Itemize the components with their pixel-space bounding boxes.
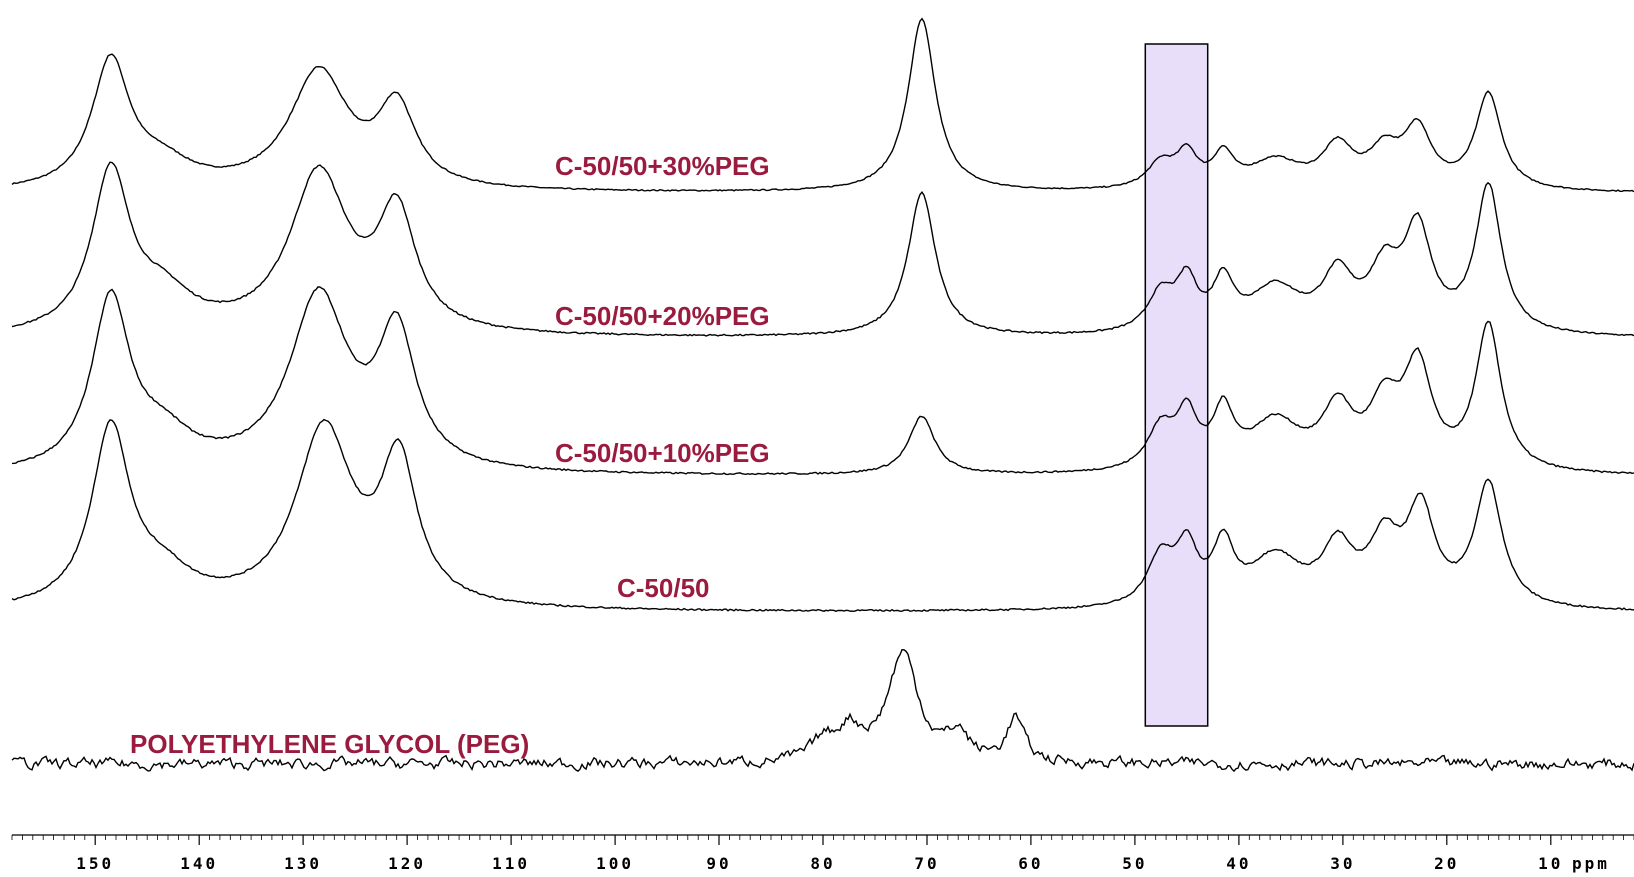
label-c5050-30peg: C-50/50+30%PEG [555,151,770,181]
spectrum-trace-2 [11,286,1634,476]
x-axis: 150 140 130 120 110 100 90 80 70 60 50 40 30 20 10 [11,834,1634,873]
x-tick-label: 30 [1330,854,1355,873]
spectrum-trace-4 [11,648,1634,773]
label-c5050: C-50/50 [617,573,710,603]
x-tick-label: 60 [1018,854,1043,873]
x-tick-label: 150 [76,854,114,873]
label-c5050-20peg: C-50/50+20%PEG [555,301,770,331]
x-tick-label: 130 [284,854,322,873]
x-tick-label: 120 [388,854,426,873]
spectrum-trace-1 [11,161,1634,337]
x-tick-label: 90 [706,854,731,873]
highlight-region [1144,43,1209,727]
x-axis-unit-label: ppm [1572,854,1610,873]
x-tick-label: 50 [1122,854,1147,873]
label-peg: POLYETHYLENE GLYCOL (PEG) [130,729,529,759]
x-tick-label: 10 [1538,854,1563,873]
x-tick-label: 100 [596,854,634,873]
x-tick-label: 140 [180,854,218,873]
x-tick-label: 40 [1226,854,1251,873]
x-tick-label: 70 [914,854,939,873]
spectrum-trace-0 [11,17,1634,193]
x-tick-label: 20 [1434,854,1459,873]
x-tick-label: 110 [492,854,530,873]
spectrum-trace-3 [11,418,1634,613]
label-c5050-10peg: C-50/50+10%PEG [555,438,770,468]
x-tick-label: 80 [810,854,835,873]
